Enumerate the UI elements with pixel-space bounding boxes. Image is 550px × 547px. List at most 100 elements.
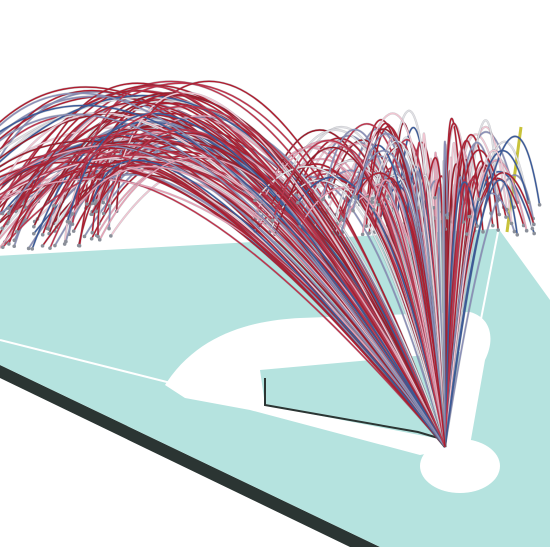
landing-point: [432, 205, 436, 210]
landing-point: [491, 223, 495, 228]
landing-point: [376, 202, 381, 207]
landing-point: [367, 231, 371, 235]
landing-point: [468, 214, 472, 219]
trajectory: [0, 178, 446, 448]
landing-point: [321, 197, 325, 202]
trajectory: [15, 80, 446, 448]
trajectory: [444, 149, 513, 448]
landing-point: [31, 231, 36, 236]
trajectory: [340, 150, 446, 448]
landing-point: [26, 246, 31, 251]
landing-point: [6, 211, 11, 216]
trajectory: [444, 119, 499, 448]
landing-point: [481, 230, 485, 234]
trajectory: [444, 179, 518, 448]
landing-point: [82, 234, 87, 239]
landing-point: [96, 234, 100, 239]
landing-point: [475, 224, 479, 228]
landing-point: [52, 203, 56, 208]
trajectory: [254, 166, 446, 448]
trajectory: [353, 112, 446, 448]
landing-point: [270, 218, 275, 223]
home-plate-area: [420, 439, 500, 493]
landing-point: [504, 215, 508, 219]
landing-point: [97, 237, 102, 242]
landing-point: [0, 245, 5, 250]
landing-point: [354, 194, 358, 199]
landing-point: [370, 196, 375, 201]
landing-point: [30, 247, 35, 251]
landing-point: [497, 212, 502, 217]
landing-point: [445, 215, 450, 220]
landing-point: [94, 198, 98, 203]
landing-point: [433, 195, 437, 200]
landing-point: [40, 232, 45, 237]
landing-point: [70, 212, 75, 216]
landing-point: [524, 228, 529, 233]
trajectory: [8, 145, 446, 448]
landing-point: [372, 207, 376, 212]
landing-point: [107, 204, 112, 208]
landing-point: [532, 231, 536, 236]
trajectory: [272, 139, 446, 448]
landing-point: [71, 229, 76, 233]
landing-point: [90, 201, 95, 206]
landing-point: [64, 239, 68, 244]
trajectory: [91, 159, 446, 448]
landing-point: [360, 232, 365, 237]
landing-point: [512, 229, 517, 234]
trajectory: [0, 92, 446, 448]
trajectory: [0, 113, 446, 448]
trajectory: [415, 170, 446, 448]
landing-point: [53, 243, 57, 248]
trajectory: [355, 172, 446, 448]
trajectory: [444, 181, 478, 448]
landing-point: [12, 238, 17, 243]
landing-point: [93, 201, 98, 206]
hit-trajectories: [0, 80, 542, 448]
trajectory: [75, 93, 446, 448]
trajectory: [7, 84, 446, 448]
trajectory: [443, 140, 449, 448]
landing-point: [515, 232, 520, 237]
trajectory: [373, 179, 446, 448]
landing-point: [526, 200, 531, 205]
landing-point: [77, 243, 82, 248]
landing-point: [109, 234, 113, 238]
landing-point: [351, 208, 355, 213]
base-path: [264, 378, 446, 441]
landing-point: [509, 221, 514, 226]
landing-point: [537, 203, 542, 207]
trajectory: [444, 179, 480, 448]
landing-point: [94, 209, 98, 214]
trajectory: [379, 138, 446, 448]
trajectory: [361, 183, 446, 448]
landing-point: [364, 224, 369, 228]
trajectory: [99, 156, 446, 448]
trajectory: [444, 126, 508, 448]
landing-point: [253, 198, 257, 203]
landing-point: [461, 220, 466, 224]
landing-point: [101, 200, 106, 205]
landing-point: [6, 206, 11, 210]
landing-point: [101, 211, 106, 216]
trajectory: [444, 135, 541, 448]
landing-point: [296, 200, 300, 205]
landing-point: [7, 242, 11, 246]
landing-point: [48, 246, 52, 250]
landing-point: [496, 228, 500, 232]
landing-point: [477, 197, 482, 202]
landing-point: [532, 222, 536, 227]
trajectory: [268, 179, 446, 448]
trajectory: [0, 104, 446, 448]
trajectory: [53, 105, 446, 448]
landing-point: [40, 244, 45, 248]
landing-point: [14, 229, 19, 234]
landing-point: [85, 202, 89, 206]
landing-point: [89, 212, 93, 217]
landing-point: [65, 219, 70, 224]
landing-point: [12, 244, 17, 249]
landing-point: [32, 224, 36, 229]
